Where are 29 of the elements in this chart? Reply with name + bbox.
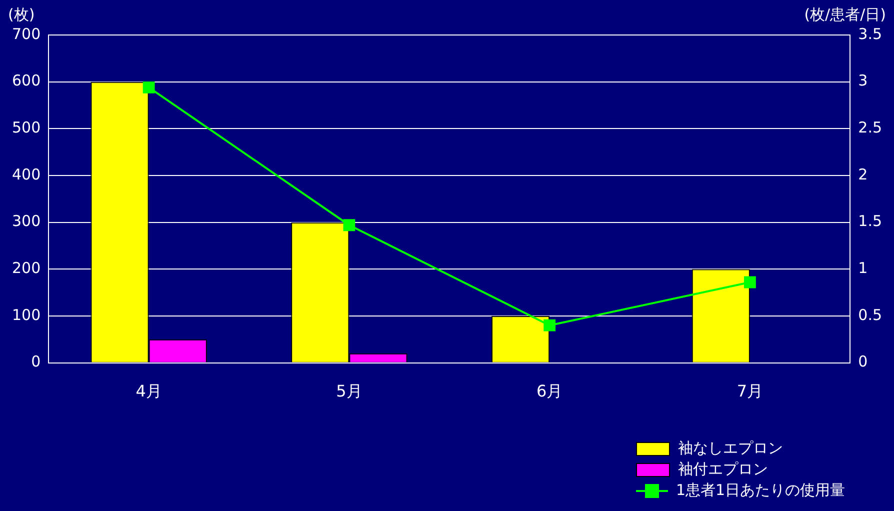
y2-tick-label: 3.5 bbox=[858, 24, 882, 43]
y2-tick-label: 2.5 bbox=[858, 118, 882, 137]
y-tick-label: 0 bbox=[31, 352, 41, 371]
legend-label: 1患者1日あたりの使用量 bbox=[676, 481, 846, 500]
y2-tick-label: 0.5 bbox=[858, 306, 882, 324]
y2-tick-label: 3 bbox=[858, 72, 868, 90]
y-axis-title: (枚) bbox=[8, 5, 35, 24]
point bbox=[544, 319, 556, 332]
x-tick-label: 7月 bbox=[736, 382, 764, 401]
x-tick-label: 5月 bbox=[336, 382, 362, 401]
y-tick-label: 300 bbox=[12, 212, 41, 230]
legend-label: 袖なしエプロン bbox=[678, 439, 783, 458]
y2-tick-label: 1.5 bbox=[858, 212, 882, 230]
y-tick-label: 400 bbox=[12, 165, 41, 184]
y-tick-label: 500 bbox=[12, 118, 41, 137]
y2-tick-label: 1 bbox=[858, 259, 868, 278]
point bbox=[744, 276, 756, 288]
y2-axis-title: (枚/患者/日) bbox=[804, 5, 886, 24]
y2-tick-label: 0 bbox=[858, 352, 868, 371]
x-tick-label: 6月 bbox=[536, 382, 563, 401]
legend-label: 袖付エプロン bbox=[678, 460, 768, 479]
point bbox=[343, 219, 356, 232]
y-tick-label: 200 bbox=[12, 259, 41, 278]
y-tick-label: 700 bbox=[12, 24, 41, 43]
y-tick-label: 100 bbox=[12, 306, 41, 324]
point bbox=[142, 82, 155, 94]
x-tick-label: 4月 bbox=[136, 382, 162, 401]
y2-tick-label: 2 bbox=[858, 165, 868, 184]
y-tick-label: 600 bbox=[12, 72, 41, 90]
